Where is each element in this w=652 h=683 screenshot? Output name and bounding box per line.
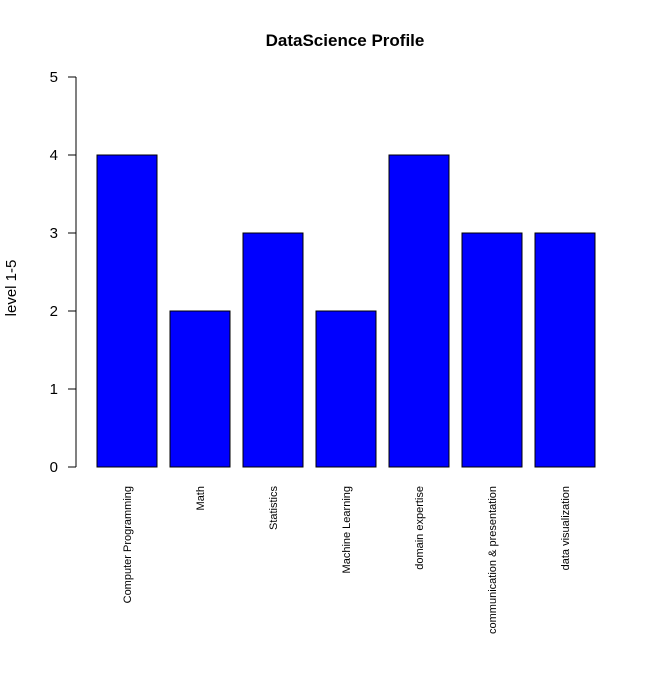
- y-tick-label: 4: [50, 147, 58, 164]
- y-tick-label: 3: [50, 225, 58, 242]
- bar-2: [242, 232, 304, 468]
- chart-title: DataScience Profile: [266, 31, 425, 50]
- y-axis-title: level 1-5: [3, 260, 20, 317]
- bar-0: [96, 154, 158, 468]
- bar-1: [169, 310, 231, 468]
- y-axis-ticks: 0 1 2 3 4 5: [50, 69, 76, 476]
- y-tick-label: 0: [50, 459, 58, 476]
- y-tick-label: 2: [50, 303, 58, 320]
- x-tick-label: Statistics: [268, 486, 280, 531]
- x-tick-label: Machine Learning: [341, 486, 353, 573]
- bar-6: [534, 232, 596, 468]
- x-tick-label: data visualization: [560, 486, 572, 570]
- x-tick-label: Computer Programming: [122, 486, 134, 603]
- y-tick-label: 5: [50, 69, 58, 86]
- bar-4: [388, 154, 450, 468]
- x-tick-label: Math: [195, 486, 207, 510]
- x-tick-label: domain expertise: [414, 486, 426, 570]
- x-tick-label: communication & presentation: [487, 486, 499, 634]
- bar-5: [461, 232, 523, 468]
- y-tick-label: 1: [50, 381, 58, 398]
- bars-group: [96, 154, 596, 468]
- bar-3: [315, 310, 377, 468]
- x-tick-labels: Computer Programming Math Statistics Machin…: [122, 486, 572, 634]
